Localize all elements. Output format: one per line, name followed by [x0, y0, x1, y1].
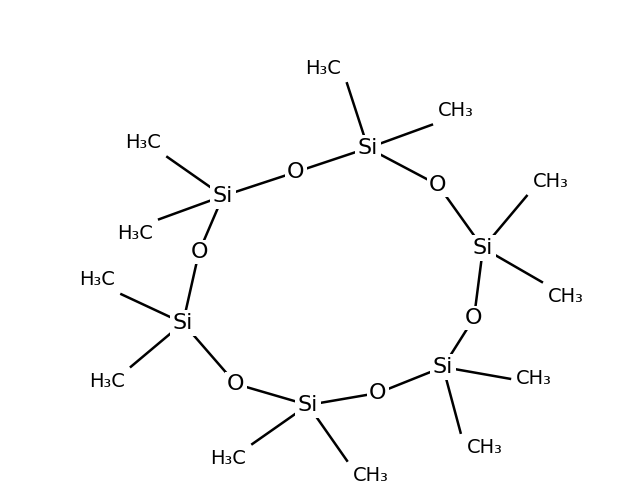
Text: O: O: [190, 242, 208, 262]
Text: H₃C: H₃C: [125, 133, 161, 152]
Text: H₃C: H₃C: [305, 59, 341, 78]
Text: CH₃: CH₃: [353, 466, 389, 484]
Text: H₃C: H₃C: [89, 372, 125, 391]
Text: O: O: [465, 308, 483, 328]
Text: CH₃: CH₃: [467, 438, 502, 457]
Text: H₃C: H₃C: [117, 224, 153, 243]
Text: CH₃: CH₃: [438, 101, 474, 120]
Text: O: O: [227, 374, 244, 394]
Text: H₃C: H₃C: [211, 449, 246, 468]
Text: O: O: [369, 383, 387, 403]
Text: Si: Si: [473, 238, 493, 258]
Text: Si: Si: [358, 138, 378, 158]
Text: Si: Si: [173, 313, 193, 333]
Text: CH₃: CH₃: [516, 369, 552, 388]
Text: CH₃: CH₃: [548, 287, 584, 306]
Text: O: O: [287, 162, 305, 182]
Text: CH₃: CH₃: [532, 172, 568, 191]
Text: Si: Si: [298, 395, 318, 415]
Text: Si: Si: [433, 357, 453, 377]
Text: H₃C: H₃C: [79, 270, 115, 289]
Text: O: O: [429, 175, 447, 195]
Text: Si: Si: [213, 186, 233, 206]
